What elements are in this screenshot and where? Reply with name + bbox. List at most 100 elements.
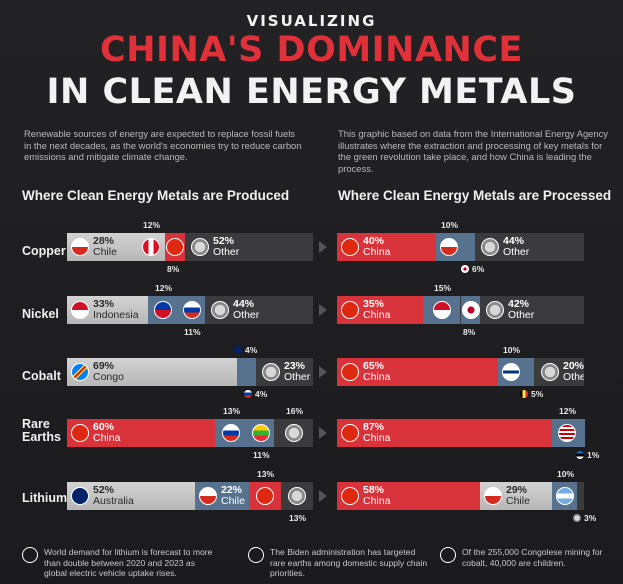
- note-lithium: World demand for lithium is forecast to …: [22, 547, 217, 579]
- segment-pct: 20%: [563, 360, 584, 372]
- segment-pct: 87%: [363, 421, 385, 433]
- segment-label: 65% China: [363, 361, 390, 383]
- estonia-flag-icon: [576, 451, 584, 459]
- callout-pct: 11%: [184, 327, 201, 337]
- peru-flag-icon: [142, 238, 160, 256]
- callout-pct: 8%: [167, 264, 180, 274]
- segment-pct: 23%: [284, 360, 306, 372]
- row-arrow: [319, 427, 327, 439]
- segment-label: 58% China: [363, 485, 390, 507]
- segment-country: Other: [508, 309, 535, 321]
- segment-china: 65% China: [337, 358, 498, 386]
- indonesia-flag-icon: [71, 301, 89, 319]
- callout-argentina: 10%: [557, 469, 574, 479]
- note-rare-earths-text: The Biden administration has targeted ra…: [270, 547, 428, 578]
- segment-pct: 28%: [93, 235, 115, 247]
- callout-pct: 10%: [557, 469, 575, 479]
- globe-flag-icon: [573, 514, 581, 522]
- header-kicker: VISUALIZING: [246, 12, 377, 30]
- russia-flag-icon: [183, 301, 201, 319]
- row-label-rare-earths: Rare Earths: [22, 417, 61, 444]
- segment-other: [577, 482, 584, 510]
- segment-indonesia: [423, 296, 460, 324]
- segment-pct: 69%: [93, 360, 115, 372]
- segment-label: 42% Other: [508, 299, 534, 321]
- segment-label: 28% Chile: [93, 236, 117, 258]
- callout-pct: 5%: [531, 389, 544, 399]
- callout-pct: 8%: [463, 327, 476, 337]
- segment-label: 60% China: [93, 422, 120, 444]
- segment-country: Congo: [93, 371, 124, 383]
- segment-japan: [461, 233, 476, 261]
- segment-country: China: [363, 495, 391, 507]
- callout-japan: 6%: [461, 264, 484, 274]
- segment-pct: 52%: [213, 235, 235, 247]
- segment-pct: 22%: [221, 484, 243, 496]
- note-lithium-text: World demand for lithium is forecast to …: [44, 547, 213, 578]
- note-cobalt-text: Of the 255,000 Congolese mining for coba…: [462, 547, 603, 568]
- section-title-processed: Where Clean Energy Metals are Processed: [338, 188, 612, 203]
- segment-congo: 69% Congo: [67, 358, 237, 386]
- congo-flag-icon: [71, 363, 89, 381]
- segment-country: China: [363, 371, 391, 383]
- segment-estonia: [582, 419, 585, 447]
- callout-belgium: 5%: [520, 389, 543, 399]
- segment-label: 29% Chile: [506, 485, 530, 507]
- segment-malaysia: [552, 419, 582, 447]
- segment-label: 44% Other: [233, 299, 259, 321]
- russia-flag-icon: [222, 424, 240, 442]
- chile-flag-icon: [440, 238, 458, 256]
- segment-other: 52% Other: [185, 233, 313, 261]
- bar-processed-nickel: 35% China 42% Other: [337, 296, 584, 324]
- callout-china: 8%: [167, 264, 179, 274]
- callout-pct: 13%: [289, 513, 307, 523]
- china-flag-icon: [256, 487, 274, 505]
- segment-china: 40% China: [337, 233, 436, 261]
- segment-chile: 22% Chile: [195, 482, 249, 510]
- row-arrow: [319, 304, 327, 316]
- china-flag-icon: [341, 487, 359, 505]
- segment-chile: [436, 233, 461, 261]
- segment-china: 60% China: [67, 419, 215, 447]
- callout-pct: 10%: [503, 345, 521, 355]
- globe-flag-icon: [288, 487, 306, 505]
- callout-pct: 3%: [584, 513, 597, 523]
- russia-flag-icon: [244, 390, 252, 398]
- callout-pct: 4%: [245, 345, 258, 355]
- segment-country: China: [93, 432, 121, 444]
- segment-russia: [178, 296, 205, 324]
- callout-us: 13%: [223, 406, 240, 416]
- row-label-cobalt: Cobalt: [22, 369, 61, 383]
- segment-other: 44% Other: [475, 233, 584, 261]
- row-arrow: [319, 241, 327, 253]
- segment-label: 40% China: [363, 236, 390, 258]
- row-arrow: [319, 366, 327, 378]
- callout-pct: 12%: [559, 406, 577, 416]
- bar-produced-cobalt: 69% Congo 23% Other: [67, 358, 313, 386]
- callout-pct: 12%: [143, 220, 161, 230]
- callout-pct: 10%: [441, 220, 459, 230]
- segment-china: [249, 482, 281, 510]
- segment-label: 35% China: [363, 299, 390, 321]
- segment-japan: [461, 296, 481, 324]
- intro-left: Renewable sources of energy are expected…: [24, 128, 302, 162]
- bar-produced-rare-earths: 60% China: [67, 419, 313, 447]
- segment-pct: 58%: [363, 484, 385, 496]
- note-cobalt: Of the 255,000 Congolese mining for coba…: [440, 547, 618, 568]
- callout-other: 3%: [573, 513, 596, 523]
- japan-flag-icon: [462, 301, 480, 319]
- callout-pct: 1%: [587, 450, 600, 460]
- segment-australia: 52% Australia: [67, 482, 195, 510]
- segment-label: 20%Other: [563, 361, 584, 383]
- segment-country: Australia: [93, 495, 134, 507]
- callout-chile: 10%: [441, 220, 458, 230]
- bar-processed-rare-earths: 87% China: [337, 419, 585, 447]
- segment-peru: [136, 233, 166, 261]
- callout-pct: 6%: [472, 264, 485, 274]
- section-title-produced: Where Clean Energy Metals are Produced: [22, 188, 290, 203]
- segment-pct: 44%: [233, 298, 255, 310]
- segment-pct: 29%: [506, 484, 528, 496]
- segment-country: Chile: [93, 246, 117, 258]
- callout-pct: 13%: [223, 406, 241, 416]
